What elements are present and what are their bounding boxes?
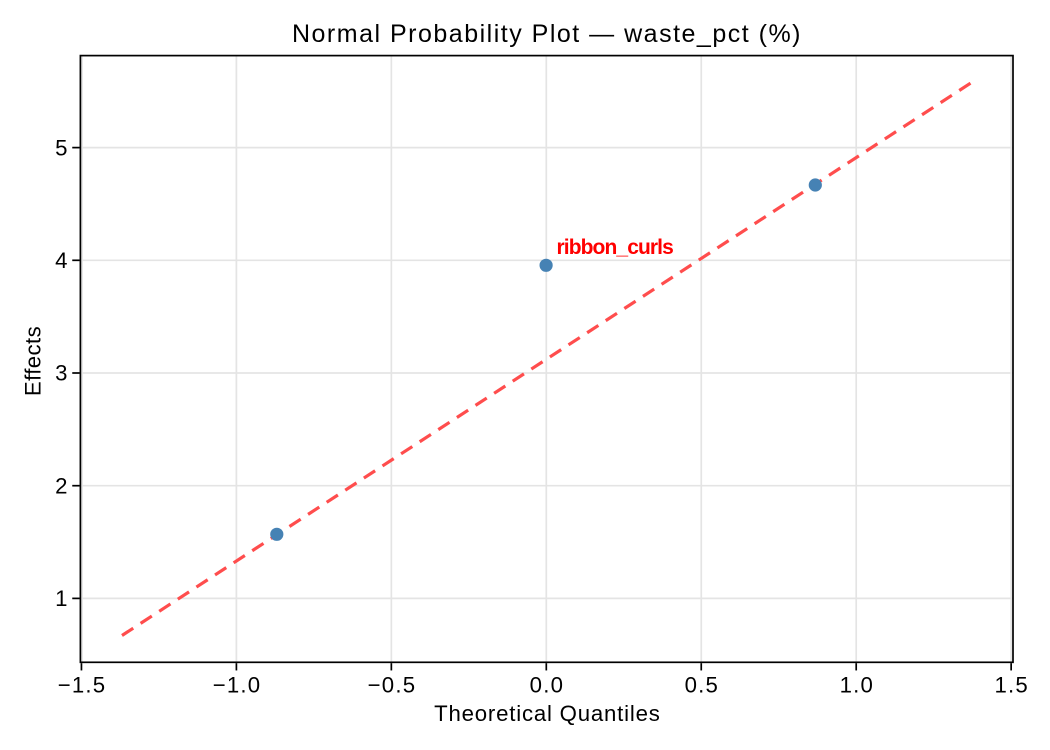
svg-text:4: 4	[55, 248, 67, 273]
svg-text:1.0: 1.0	[840, 673, 874, 698]
svg-text:−1.5: −1.5	[58, 673, 107, 698]
svg-text:0.5: 0.5	[685, 673, 719, 698]
svg-text:1: 1	[55, 586, 67, 611]
svg-text:1.5: 1.5	[995, 673, 1029, 698]
svg-text:5: 5	[55, 135, 67, 160]
svg-text:−1.0: −1.0	[213, 673, 262, 698]
svg-text:Effects: Effects	[21, 326, 46, 396]
svg-text:Theoretical Quantiles: Theoretical Quantiles	[434, 701, 660, 726]
svg-text:3: 3	[55, 361, 67, 386]
svg-text:Normal Probability Plot — wast: Normal Probability Plot — waste_pct (%)	[292, 20, 802, 48]
svg-text:2: 2	[55, 473, 67, 498]
svg-text:0.0: 0.0	[530, 673, 564, 698]
svg-text:−0.5: −0.5	[368, 673, 417, 698]
svg-text:ribbon_curls: ribbon_curls	[557, 236, 674, 259]
